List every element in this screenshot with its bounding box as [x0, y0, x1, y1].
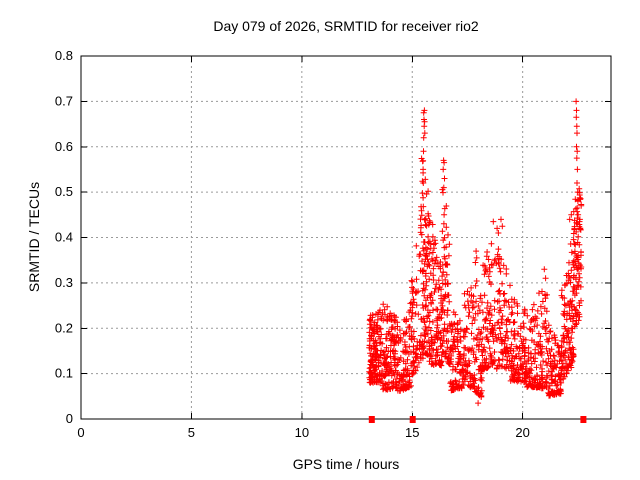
y-tick-label: 0.3 — [55, 275, 73, 290]
axis-marker-square — [409, 416, 416, 423]
x-tick-label: 0 — [77, 425, 84, 440]
x-tick-label: 10 — [295, 425, 309, 440]
x-tick-label: 15 — [405, 425, 419, 440]
scatter-points — [366, 98, 585, 407]
axis-marker-square — [580, 416, 587, 423]
y-tick-label: 0.6 — [55, 139, 73, 154]
y-tick-label: 0.1 — [55, 366, 73, 381]
y-tick-label: 0.8 — [55, 48, 73, 63]
x-axis-label: GPS time / hours — [292, 456, 400, 472]
axis-markers — [368, 416, 587, 423]
y-tick-label: 0.5 — [55, 184, 73, 199]
y-tick-label: 0.7 — [55, 93, 73, 108]
y-tick-label: 0.2 — [55, 320, 73, 335]
x-tick-label: 20 — [515, 425, 529, 440]
chart-title: Day 079 of 2026, SRMTID for receiver rio… — [213, 18, 479, 34]
tick-labels: 0 0.1 0.2 0.3 0.4 0.5 0.6 0.7 0.8 0 5 10 15 20 — [55, 48, 530, 440]
y-tick-label: 0 — [66, 411, 73, 426]
axis-marker-square — [368, 416, 375, 423]
x-tick-label: 5 — [188, 425, 195, 440]
y-tick-label: 0.4 — [55, 230, 73, 245]
tick-layer — [80, 55, 611, 420]
